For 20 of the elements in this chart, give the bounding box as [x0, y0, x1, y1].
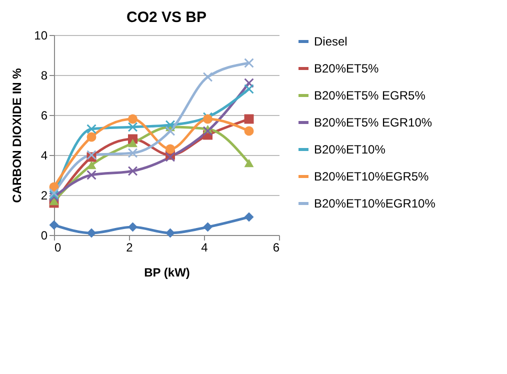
legend-label: B20%ET10%EGR5% — [314, 170, 430, 184]
y-tick-label: 4 — [40, 148, 48, 162]
x-tick-label: 0 — [54, 240, 62, 254]
x-axis-title: BP (kW) — [144, 266, 190, 280]
legend-label: B20%ET10%EGR10% — [314, 196, 436, 210]
legend-label: B20%ET10% — [314, 142, 386, 156]
chart-title: CO2 VS BP — [126, 9, 207, 26]
x-tick-label: 4 — [201, 240, 208, 254]
y-axis-title: CARBON DIOXIDE IN % — [10, 68, 24, 203]
legend-label: B20%ET5% EGR10% — [314, 116, 432, 130]
legend-label: B20%ET5% — [314, 62, 380, 76]
legend-label: Diesel — [314, 34, 348, 48]
y-tick-label: 0 — [40, 228, 48, 242]
y-tick-label: 10 — [34, 28, 48, 42]
x-tick-label: 2 — [126, 240, 134, 254]
y-tick-label: 6 — [40, 108, 48, 122]
y-tick-label: 8 — [40, 68, 48, 82]
legend-label: B20%ET5% EGR5% — [314, 88, 426, 102]
x-tick-label: 6 — [272, 240, 280, 254]
y-tick-label: 2 — [40, 188, 48, 202]
